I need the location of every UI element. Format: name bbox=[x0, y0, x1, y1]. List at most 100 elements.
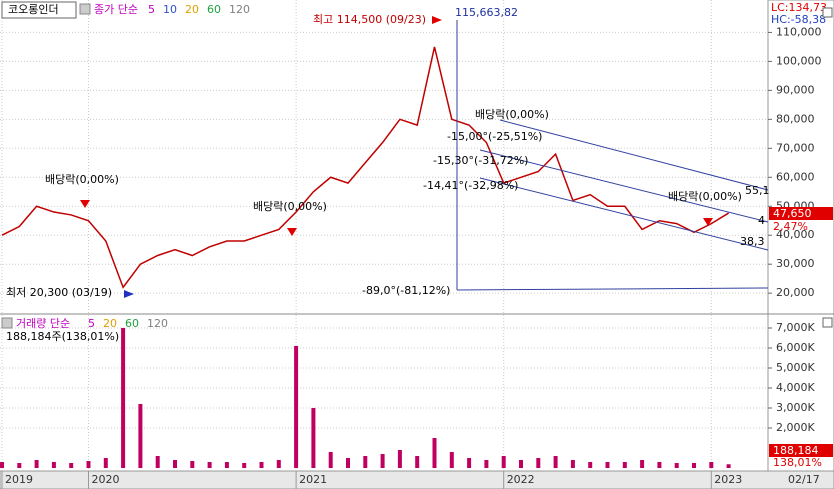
legend-item: 5 bbox=[148, 3, 155, 16]
y2-tick-label: 3,000K bbox=[776, 401, 815, 414]
x-tick-label: 2020 bbox=[92, 473, 120, 486]
symbol-box[interactable] bbox=[1, 1, 77, 19]
volume-bar bbox=[155, 456, 160, 468]
symbol: 코오롱인더 bbox=[8, 3, 59, 16]
hc: HC:-58,38 bbox=[771, 13, 826, 26]
volume-bar bbox=[674, 463, 679, 468]
volume-bar bbox=[103, 458, 108, 468]
y-tick-label: 80,000 bbox=[776, 112, 815, 125]
volume-bar bbox=[640, 460, 645, 468]
current-change: 2,47% bbox=[773, 220, 808, 233]
volume-bar bbox=[346, 458, 350, 468]
volume-bar bbox=[242, 463, 247, 468]
volume-info: 188,184주(138,01%) bbox=[6, 330, 119, 343]
legend-icon[interactable] bbox=[79, 3, 91, 15]
y2-tick-label: 4,000K bbox=[776, 381, 815, 394]
annotation: 38,3 bbox=[740, 235, 765, 248]
legend-item: 60 bbox=[207, 3, 221, 16]
volume-bar bbox=[709, 462, 714, 468]
annotation: 배당락(0,00%) bbox=[45, 173, 119, 186]
legend-icon[interactable] bbox=[1, 317, 13, 329]
volume-bar bbox=[224, 462, 229, 468]
channel-line bbox=[499, 119, 769, 191]
volume-bar bbox=[657, 462, 662, 468]
channel-line bbox=[479, 177, 769, 251]
volume-bar bbox=[86, 461, 91, 468]
volume-bar bbox=[276, 460, 281, 468]
volume-bar bbox=[415, 456, 420, 468]
volume-bar bbox=[311, 408, 316, 468]
volume-bar bbox=[570, 460, 575, 468]
volume-bar bbox=[605, 462, 610, 468]
volume-bar bbox=[380, 454, 385, 468]
close-button[interactable] bbox=[822, 317, 833, 328]
current-volume-box bbox=[769, 444, 833, 457]
volume-bar bbox=[51, 462, 56, 468]
x-tick-label: 2023 bbox=[714, 473, 742, 486]
y-tick-label: 40,000 bbox=[776, 228, 815, 241]
arrow bbox=[287, 228, 297, 236]
volume-bar bbox=[259, 462, 264, 468]
annotation: -14,41°(-32,98%) bbox=[423, 179, 518, 192]
volume-bar bbox=[294, 346, 299, 468]
volume-bar bbox=[363, 456, 368, 468]
volume-bar bbox=[588, 462, 593, 468]
annotation: 4 bbox=[758, 214, 765, 227]
y-tick-label: 110,000 bbox=[776, 25, 822, 38]
volume-bar bbox=[432, 438, 437, 468]
y2-tick-label: 2,000K bbox=[776, 421, 815, 434]
annotation: 최저 20,300 (03/19) bbox=[6, 286, 112, 299]
y-tick-label: 70,000 bbox=[776, 141, 815, 154]
volume-bar bbox=[449, 452, 454, 468]
annotation: 115,663,82 bbox=[455, 6, 518, 19]
current-volume: 188,184 bbox=[773, 444, 819, 457]
x-tick-label: 2021 bbox=[299, 473, 327, 486]
volume-bar bbox=[726, 464, 731, 468]
y-tick-label: 30,000 bbox=[776, 257, 815, 270]
annotation: 배당락(0,00%) bbox=[475, 108, 549, 121]
legend-item: 120 bbox=[147, 317, 168, 330]
y2-tick-label: 7,000K bbox=[776, 321, 815, 334]
y-tick-label: 20,000 bbox=[776, 286, 815, 299]
arrow bbox=[124, 290, 134, 298]
volume-bar bbox=[622, 462, 627, 468]
volume-bar bbox=[121, 328, 126, 468]
volume-bar bbox=[692, 463, 696, 468]
close-button[interactable] bbox=[822, 7, 833, 18]
volume-bar bbox=[501, 456, 506, 468]
legend-item: 120 bbox=[229, 3, 250, 16]
y-tick-label: 100,000 bbox=[776, 54, 822, 67]
last-date: 02/17 bbox=[788, 473, 820, 486]
legend-item: 20 bbox=[185, 3, 199, 16]
volume-bar bbox=[190, 461, 195, 468]
arrow bbox=[80, 200, 90, 208]
annotation: -89,0°(-81,12%) bbox=[362, 284, 450, 297]
volume-bar bbox=[138, 404, 143, 468]
current-volume-ratio: 138,01% bbox=[773, 456, 822, 469]
annotation: -15,00°(-25,51%) bbox=[447, 130, 542, 143]
annotation: -15,30°(-31,72%) bbox=[433, 154, 528, 167]
x-tick-label: 2019 bbox=[5, 473, 33, 486]
price-legend-label: 종가 단순 bbox=[94, 3, 138, 16]
current-price: 47,650 bbox=[773, 207, 812, 220]
x-tick-label: 2022 bbox=[507, 473, 535, 486]
volume-bar bbox=[484, 460, 489, 468]
fib-line bbox=[456, 287, 769, 291]
volume-bar bbox=[397, 450, 402, 468]
y2-tick-label: 5,000K bbox=[776, 361, 815, 374]
annotation: 최고 114,500 (09/23) bbox=[313, 13, 426, 26]
arrow bbox=[432, 16, 442, 24]
annotation: 55,1 bbox=[745, 184, 770, 197]
channel-line bbox=[479, 149, 769, 223]
volume-bar bbox=[0, 462, 4, 468]
price-line bbox=[1, 46, 729, 289]
volume-bar bbox=[519, 460, 523, 468]
volume-bar bbox=[536, 458, 541, 468]
arrow bbox=[703, 218, 713, 226]
volume-bar bbox=[34, 460, 39, 468]
volume-bar bbox=[467, 458, 472, 468]
annotation: 배당락(0,00%) bbox=[668, 190, 742, 203]
current-price-box bbox=[769, 207, 833, 220]
volume-bar bbox=[173, 460, 177, 468]
